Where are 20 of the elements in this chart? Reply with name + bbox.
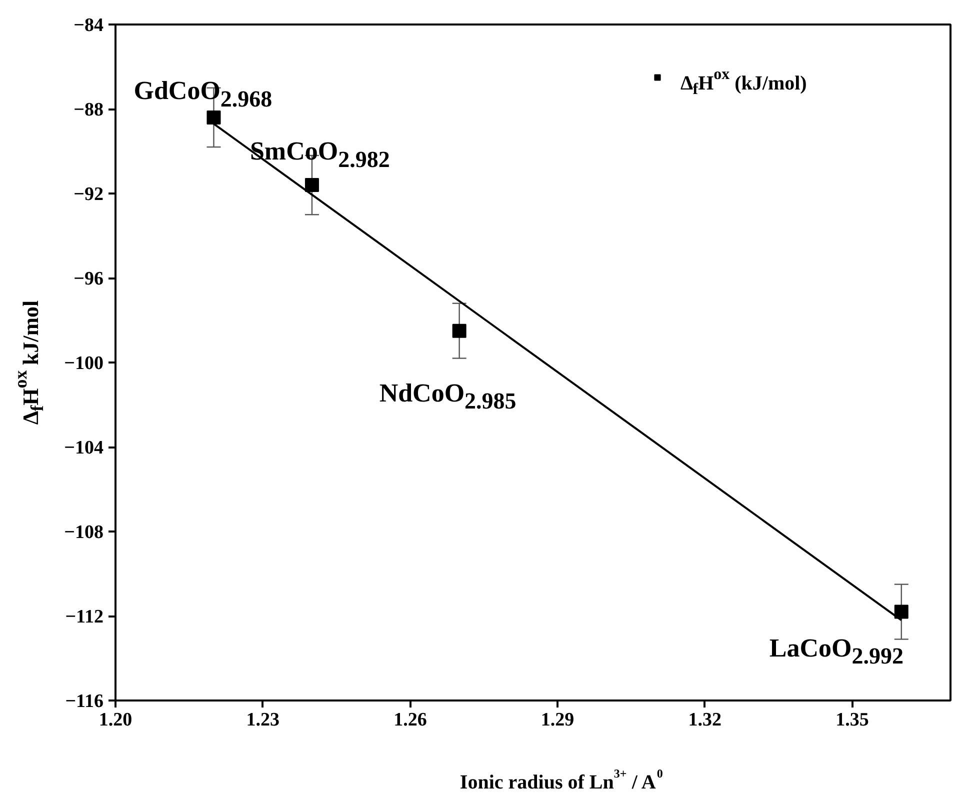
x-tick-label: 1.23 — [246, 710, 280, 730]
x-tick-label: 1.29 — [540, 710, 574, 730]
x-tick-label: 1.20 — [98, 710, 132, 730]
y-tick-label: −100 — [64, 353, 104, 374]
y-tick-label: −88 — [74, 100, 104, 120]
y-tick-label: −108 — [64, 522, 104, 543]
x-tick-label: 1.32 — [688, 710, 722, 730]
y-axis-title: ΔfHox kJ/mol — [10, 300, 48, 425]
y-tick-label: −116 — [65, 691, 104, 712]
x-tick-label: 1.35 — [836, 710, 869, 730]
y-tick-label: −104 — [64, 438, 104, 458]
y-tick-label: −84 — [74, 15, 104, 36]
point — [452, 324, 466, 338]
y-tick-label: −96 — [74, 268, 104, 290]
y-tick-label: −112 — [65, 606, 104, 628]
point — [304, 178, 319, 192]
point — [206, 110, 221, 124]
x-tick-label: 1.26 — [394, 710, 427, 730]
point — [894, 604, 908, 619]
y-tick-label: −92 — [74, 184, 104, 205]
